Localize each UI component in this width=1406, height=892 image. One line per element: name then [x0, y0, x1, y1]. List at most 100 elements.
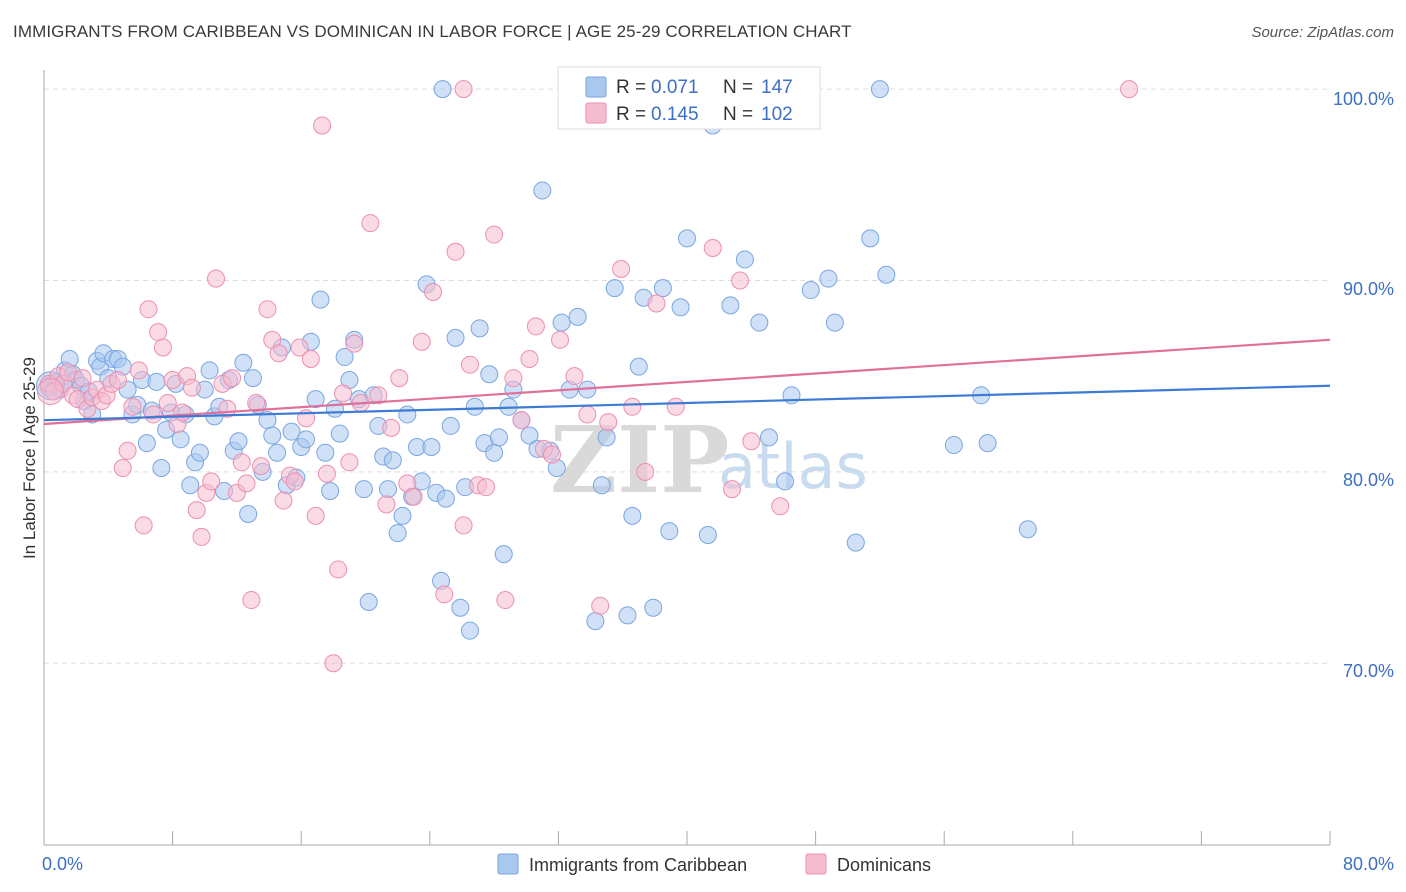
dominican-point-27	[173, 403, 192, 422]
caribbean-point-30	[171, 430, 190, 449]
dominican-point-74	[460, 355, 479, 374]
dominican-point-94	[666, 397, 685, 416]
caribbean-point-127	[750, 313, 769, 332]
dominican-point-97	[731, 271, 750, 290]
caribbean-point-139	[978, 434, 997, 453]
y-tick-label-70: 70.0%	[1343, 661, 1394, 681]
caribbean-point-122	[678, 229, 696, 248]
dominican-point-96	[723, 480, 742, 499]
caribbean-point-103	[533, 181, 552, 200]
dominican-point-19	[134, 516, 153, 535]
dominican-point-16	[118, 441, 137, 460]
dominican-point-95	[703, 238, 722, 257]
dominican-point-100	[454, 80, 473, 99]
caribbean-point-142	[870, 80, 889, 99]
dominican-point-40	[237, 474, 256, 493]
caribbean-point-95	[485, 443, 504, 462]
caribbean-point-86	[441, 416, 460, 435]
dominican-point-66	[390, 369, 409, 388]
caribbean-point-56	[297, 430, 316, 449]
dominican-point-101	[1120, 80, 1139, 99]
caribbean-point-121	[671, 298, 690, 317]
caribbean-point-133	[825, 313, 844, 332]
caribbean-point-91	[465, 397, 484, 416]
caribbean-point-120	[660, 522, 679, 541]
dominican-point-30	[187, 501, 206, 520]
dominican-point-72	[446, 242, 465, 261]
dominican-point-53	[306, 506, 325, 525]
x-ticks	[43, 831, 1331, 845]
caribbean-point-62	[325, 399, 344, 418]
caribbean-point-128	[759, 428, 778, 447]
legend-swatch-pink	[585, 102, 607, 124]
caribbean-point-123	[698, 526, 717, 544]
caribbean-point-50	[268, 443, 287, 462]
dominican-point-88	[591, 596, 610, 615]
caribbean-point-129	[776, 472, 795, 491]
bottom-legend-swatch-caribbean	[497, 853, 519, 875]
dominican-point-34	[207, 269, 226, 288]
caribbean-point-76	[393, 506, 412, 525]
dominican-point-18	[129, 361, 148, 380]
dominican-point-85	[551, 330, 570, 349]
caribbean-point-111	[592, 476, 611, 495]
dominican-point-46	[269, 344, 288, 363]
caribbean-point-61	[321, 481, 340, 500]
dominican-point-65	[382, 418, 401, 437]
dominican-point-52	[301, 349, 320, 368]
caribbean-point-36	[200, 361, 219, 380]
bottom-legend-label-dominican: Dominicans	[837, 855, 931, 875]
dominican-point-23	[153, 338, 172, 357]
dominican-point-68	[404, 487, 423, 506]
legend-n-value-blue: 147	[761, 77, 793, 98]
caribbean-point-85	[436, 489, 455, 508]
dominican-point-14	[108, 371, 127, 389]
caribbean-point-42	[229, 432, 248, 451]
caribbean-point-108	[568, 307, 587, 326]
series-dominican-points	[36, 80, 1139, 673]
caribbean-point-59	[311, 290, 330, 309]
dominican-point-7	[73, 369, 92, 388]
dominican-point-15	[113, 459, 132, 478]
legend-n-label-blue: N =	[723, 77, 753, 98]
caribbean-point-113	[605, 279, 624, 298]
dominican-point-44	[258, 300, 277, 319]
caribbean-point-32	[181, 476, 200, 495]
caribbean-point-135	[861, 229, 880, 248]
dominican-point-76	[477, 478, 496, 497]
caribbean-point-118	[644, 598, 663, 617]
caribbean-point-45	[243, 369, 262, 388]
x-tick-label-max: 80.0%	[1343, 854, 1394, 874]
dominican-point-43	[252, 457, 271, 476]
caribbean-point-87	[446, 328, 465, 347]
dominican-point-87	[578, 405, 597, 424]
bottom-legend-label-caribbean: Immigrants from Caribbean	[529, 855, 747, 875]
caribbean-point-110	[586, 612, 605, 631]
caribbean-point-125	[721, 296, 740, 315]
legend-n-label-pink: N =	[723, 104, 753, 125]
caribbean-point-106	[552, 313, 571, 332]
dominican-point-20	[139, 300, 158, 319]
dominican-point-82	[526, 317, 545, 336]
stats-legend: R = 0.071 N = 147 R = 0.145 N = 102	[557, 66, 821, 130]
caribbean-point-141	[433, 80, 452, 99]
caribbean-point-43	[234, 353, 253, 372]
dominican-point-42	[247, 393, 266, 412]
dominican-point-37	[223, 369, 242, 388]
dominican-point-81	[520, 349, 539, 368]
bottom-legend-swatch-dominican	[805, 853, 827, 875]
dominican-point-47	[274, 491, 293, 510]
caribbean-point-140	[1018, 520, 1037, 539]
caribbean-point-96	[489, 428, 508, 447]
caribbean-point-92	[470, 319, 489, 338]
dominican-point-24	[158, 393, 177, 412]
dominican-point-39	[232, 453, 251, 472]
legend-r-label-blue: R =	[616, 77, 646, 98]
caribbean-point-114	[618, 606, 637, 625]
x-tick-label-min: 0.0%	[42, 854, 83, 874]
caribbean-point-97	[494, 545, 513, 564]
y-axis-title: In Labor Force | Age 25-29	[20, 357, 39, 559]
dominican-point-91	[623, 397, 642, 416]
caribbean-point-134	[846, 533, 865, 552]
caribbean-point-126	[735, 250, 754, 269]
